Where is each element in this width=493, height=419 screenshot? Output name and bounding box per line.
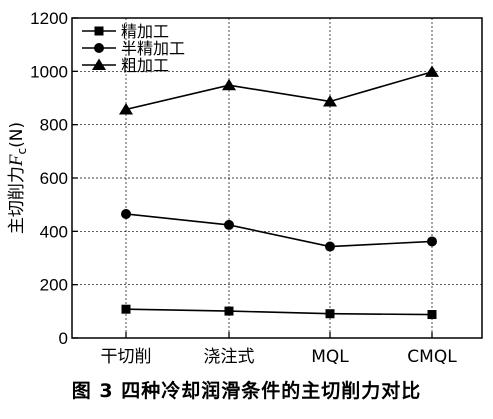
circle-marker — [224, 219, 234, 230]
x-tick-label: MQL — [311, 347, 349, 367]
legend-circle-marker — [94, 43, 104, 53]
series-line — [125, 308, 433, 316]
square-marker — [325, 309, 335, 319]
square-marker — [224, 306, 234, 316]
chart: 0 200 400 600 800 1000 1200 干切削 浇注式 MQL CMQL 主切削力… — [6, 9, 483, 367]
grid-lines — [72, 18, 482, 338]
series-layer — [119, 65, 439, 320]
y-axis-label: 主切削力Fc(N) — [6, 122, 29, 234]
legend-label: 半精加工 — [121, 39, 185, 58]
y-tick-label: 800 — [40, 116, 68, 135]
y-tick-label: 1200 — [30, 9, 68, 28]
x-tick-label: CMQL — [407, 347, 457, 367]
legend-label: 精加工 — [121, 22, 169, 41]
series-3 — [119, 65, 439, 115]
legend-item: 精加工 — [82, 22, 169, 41]
y-tick-label: 200 — [40, 276, 68, 295]
x-axis: 干切削 浇注式 MQL CMQL — [101, 332, 457, 367]
y-axis-label-subscript: c — [15, 148, 29, 155]
series-2 — [121, 209, 437, 252]
triangle-marker — [323, 94, 337, 107]
figure-caption: 图 3 四种冷却润滑条件的主切削力对比 — [71, 380, 422, 402]
square-marker — [121, 304, 131, 314]
y-tick-label: 600 — [40, 169, 68, 188]
y-tick-label: 400 — [40, 222, 68, 241]
legend-square-marker — [94, 26, 104, 36]
y-tick-label: 1000 — [30, 62, 68, 81]
circle-marker — [121, 209, 131, 219]
square-marker — [427, 310, 437, 320]
x-tick-label: 干切削 — [101, 347, 152, 367]
series-line — [125, 71, 433, 111]
legend-item: 粗加工 — [82, 56, 169, 75]
legend-triangle-marker — [92, 58, 106, 70]
triangle-marker — [119, 102, 133, 115]
y-axis: 0 200 400 600 800 1000 1200 — [30, 9, 78, 348]
circle-marker — [325, 241, 335, 252]
triangle-marker — [222, 78, 236, 91]
series-line — [125, 213, 433, 248]
y-axis-label-prefix: 主切削力 — [7, 166, 27, 234]
series-1 — [121, 304, 437, 320]
legend-label: 粗加工 — [121, 56, 169, 75]
legend-item: 半精加工 — [82, 39, 185, 58]
y-axis-label-symbol: F — [6, 154, 27, 167]
y-axis-label-unit: (N) — [7, 122, 27, 148]
triangle-marker — [425, 65, 439, 77]
circle-marker — [427, 236, 437, 247]
y-tick-label: 0 — [59, 329, 68, 348]
x-tick-label: 浇注式 — [204, 347, 255, 367]
